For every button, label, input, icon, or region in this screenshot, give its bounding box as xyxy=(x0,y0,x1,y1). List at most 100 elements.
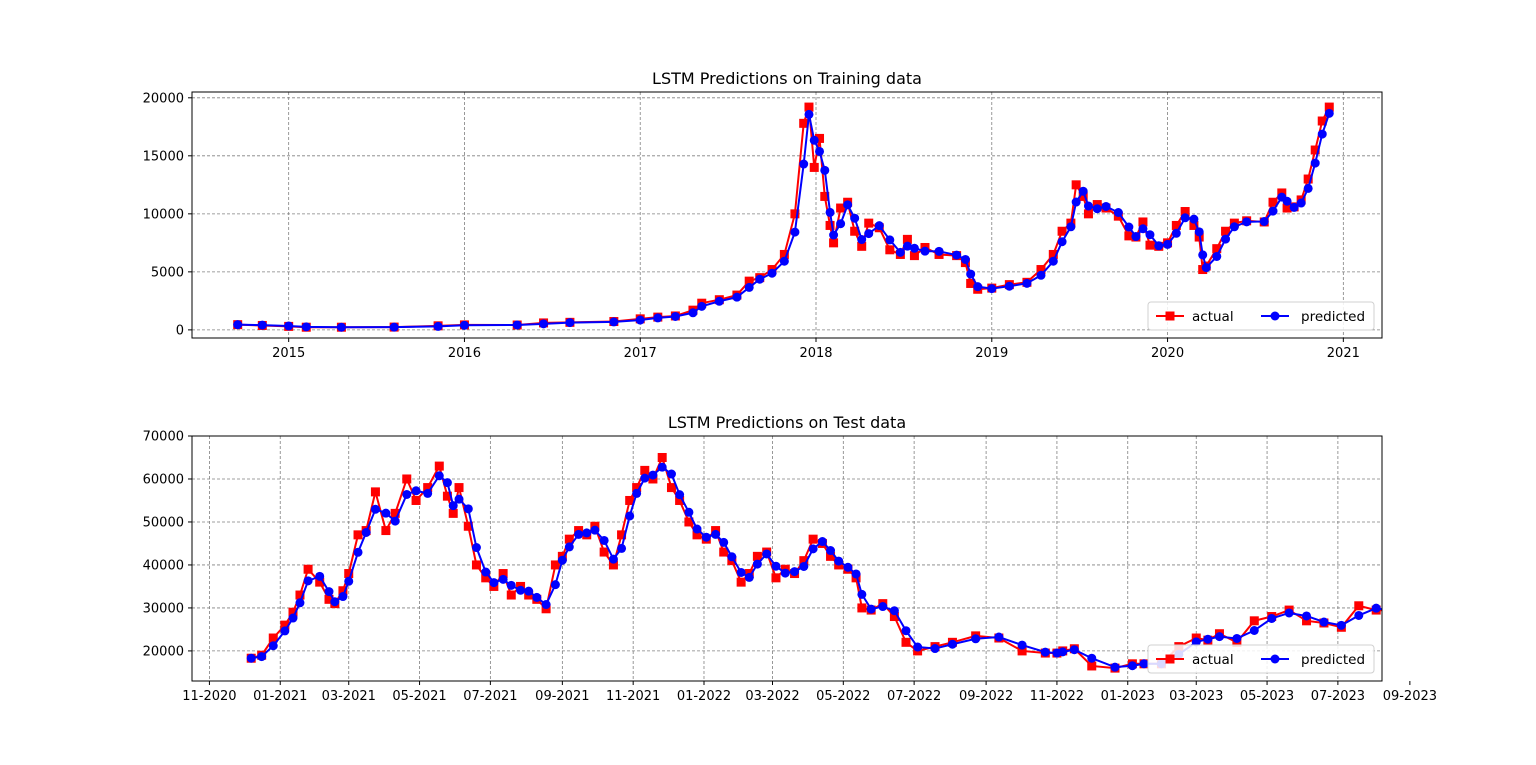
test-actual-point xyxy=(550,560,560,570)
test-x-tick-label: 05-2022 xyxy=(816,689,870,704)
training-actual-point xyxy=(799,118,809,128)
training-actual-point xyxy=(1138,217,1148,227)
test-y-tick-label: 50000 xyxy=(143,515,184,530)
test-predicted-point xyxy=(338,592,348,602)
test-predicted-point xyxy=(1302,611,1312,621)
training-predicted-point xyxy=(257,320,267,330)
test-predicted-point xyxy=(574,529,584,539)
test-predicted-point xyxy=(268,641,278,651)
training-predicted-point xyxy=(825,207,835,217)
test-actual-point xyxy=(481,573,491,583)
test-x-tick-label: 11-2021 xyxy=(606,689,660,704)
test-actual-point xyxy=(1354,601,1364,611)
test-predicted-point xyxy=(857,589,867,599)
training-predicted-point xyxy=(779,256,789,266)
test-predicted-point xyxy=(640,473,650,483)
training-predicted-point xyxy=(1242,217,1252,227)
training-x-tick-label: 2015 xyxy=(272,346,305,361)
training-predicted-point xyxy=(1268,206,1278,216)
test-predicted-point xyxy=(557,555,567,565)
test-predicted-point xyxy=(727,552,737,562)
training-predicted-point xyxy=(799,159,809,169)
test-actual-point xyxy=(1302,616,1312,626)
test-plot-area xyxy=(246,452,1392,673)
test-predicted-point xyxy=(1383,606,1392,615)
training-predicted-point xyxy=(1303,183,1313,193)
test-y-tick-label: 30000 xyxy=(143,601,184,616)
training-actual-series-line xyxy=(237,106,1331,329)
test-predicted-point xyxy=(617,543,627,553)
training-predicted-point xyxy=(1145,230,1155,240)
training-predicted-point xyxy=(1194,227,1204,237)
test-actual-point xyxy=(1249,616,1259,626)
test-predicted-point xyxy=(524,586,534,596)
test-actual-point xyxy=(901,637,911,647)
test-legend-actual-label: actual xyxy=(1192,652,1234,668)
test-predicted-point xyxy=(1017,640,1027,650)
training-predicted-point xyxy=(973,282,983,292)
training-predicted-point xyxy=(902,241,912,251)
training-x-tick-label: 2019 xyxy=(975,346,1008,361)
test-predicted-point xyxy=(711,529,721,539)
training-actual-point xyxy=(744,276,754,286)
test-actual-point xyxy=(617,530,627,540)
test-predicted-point xyxy=(303,576,313,586)
training-predicted-point xyxy=(1324,108,1334,118)
test-x-tick-label: 05-2023 xyxy=(1240,689,1294,704)
test-actual-point xyxy=(390,508,400,518)
training-predicted-point xyxy=(1201,263,1211,273)
training-predicted-point xyxy=(565,318,575,328)
test-legend-predicted-marker xyxy=(1270,654,1280,664)
training-predicted-point xyxy=(1048,256,1058,266)
test-predicted-point xyxy=(246,653,256,663)
training-predicted-point xyxy=(336,322,346,332)
test-actual-point xyxy=(675,495,685,505)
training-predicted-point xyxy=(389,322,399,332)
training-actual-point xyxy=(779,249,789,259)
test-actual-point xyxy=(442,491,452,501)
test-actual-point xyxy=(752,551,762,561)
training-actual-point xyxy=(1048,249,1058,259)
training-actual-point xyxy=(825,220,835,230)
training-predicted-point xyxy=(960,254,970,264)
test-predicted-point xyxy=(994,632,1004,642)
test-actual-point xyxy=(288,607,298,617)
training-actual-point xyxy=(804,102,814,112)
test-actual-point xyxy=(625,495,635,505)
training-predicted-point xyxy=(1198,250,1208,260)
training-actual-point xyxy=(1145,240,1155,250)
training-actual-point xyxy=(836,203,846,213)
training-actual-point xyxy=(857,241,867,251)
training-predicted-point xyxy=(1083,201,1093,211)
test-predicted-point xyxy=(1354,610,1364,620)
training-actual-point xyxy=(1189,220,1199,230)
test-predicted-point xyxy=(344,576,354,586)
training-predicted-point xyxy=(850,213,860,223)
training-actual-point xyxy=(850,226,860,236)
test-predicted-point xyxy=(1139,659,1149,669)
training-predicted-point xyxy=(1296,198,1306,208)
training-chart-title: LSTM Predictions on Training data xyxy=(652,69,922,88)
test-predicted-point xyxy=(411,486,421,496)
training-predicted-point xyxy=(284,321,294,331)
test-predicted-point xyxy=(901,626,911,636)
training-actual-point xyxy=(815,133,825,143)
test-predicted-point xyxy=(1232,633,1242,643)
test-predicted-point xyxy=(625,511,635,521)
training-predicted-point xyxy=(934,246,944,256)
training-predicted-point xyxy=(966,269,976,279)
training-predicted-point xyxy=(1071,197,1081,207)
test-predicted-point xyxy=(971,634,981,644)
test-actual-point xyxy=(632,483,642,493)
training-y-tick-label: 0 xyxy=(176,323,184,338)
test-predicted-point xyxy=(353,547,363,557)
training-actual-point xyxy=(1171,220,1181,230)
training-predicted-point xyxy=(920,246,930,256)
training-x-tick-label: 2018 xyxy=(799,346,832,361)
training-actual-point xyxy=(966,278,976,288)
training-predicted-point xyxy=(1138,224,1148,234)
training-predicted-point xyxy=(952,250,962,260)
training-actual-point xyxy=(1310,145,1320,155)
training-legend-predicted-label: predicted xyxy=(1301,309,1365,325)
test-legend-actual-marker xyxy=(1165,654,1175,664)
